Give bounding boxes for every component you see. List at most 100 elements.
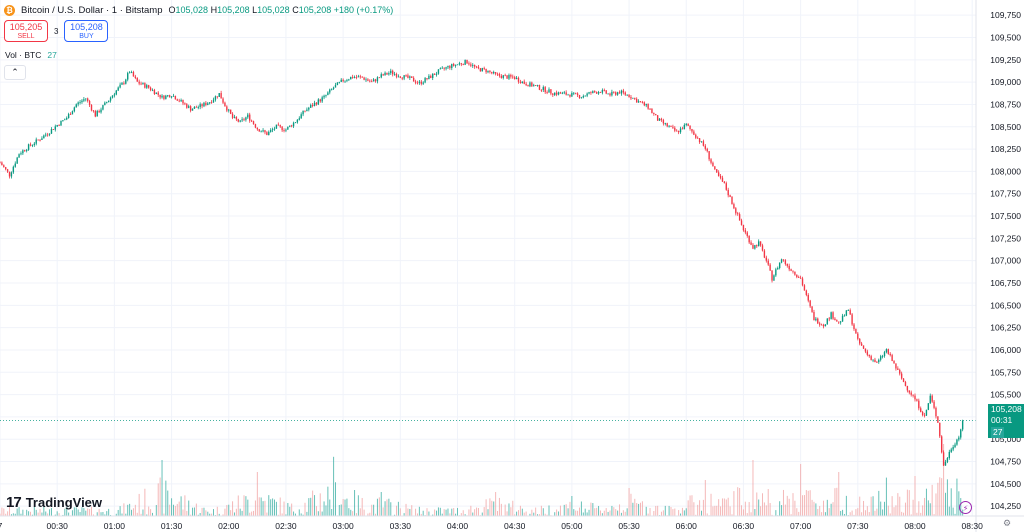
volume-bar	[256, 472, 258, 516]
candle-body	[161, 95, 163, 98]
volume-bar	[298, 509, 300, 516]
candle-body	[27, 144, 30, 150]
volume-bar	[315, 506, 317, 516]
candle-body	[502, 75, 504, 78]
buy-button[interactable]: 105,208 BUY	[64, 20, 109, 42]
candle-body	[738, 214, 741, 221]
volume-bar	[762, 493, 763, 516]
symbol-legend[interactable]: ₿ Bitcoin / U.S. Dollar · 1 · Bitstamp O…	[4, 3, 393, 17]
candle-body	[468, 63, 470, 65]
candle-body	[361, 76, 363, 78]
volume-bar	[500, 503, 502, 516]
volume-bar	[924, 497, 926, 516]
volume-bar	[632, 502, 634, 516]
candle-body	[883, 352, 886, 357]
candle-body	[24, 150, 26, 152]
candle-body	[948, 451, 951, 458]
candle-body	[189, 106, 192, 111]
candle-body	[353, 77, 356, 78]
candle-body	[590, 92, 592, 94]
volume-bar	[331, 509, 333, 516]
candle-body	[121, 82, 123, 85]
candle-body	[559, 92, 562, 94]
volume-bar	[689, 495, 691, 516]
sell-button[interactable]: 105,205 SELL	[4, 20, 48, 42]
lightning-icon[interactable]: ⚡	[959, 501, 972, 514]
candle-body	[367, 79, 369, 81]
candle-body	[212, 99, 215, 103]
candle-body	[866, 351, 869, 355]
volume-bar	[868, 512, 870, 516]
y-tick-label: 106,000	[990, 345, 1021, 355]
candle-body	[359, 76, 361, 78]
tradingview-logo[interactable]: 17 TradingView	[6, 494, 102, 511]
volume-bar	[910, 514, 912, 516]
volume-bar	[83, 508, 85, 516]
volume-bar	[904, 502, 906, 516]
volume-bar	[563, 504, 565, 516]
collapse-legend-button[interactable]: ⌃	[4, 65, 26, 80]
candle-body	[170, 96, 173, 98]
candle-body	[601, 89, 604, 93]
candle-body	[58, 125, 60, 126]
candle-body	[860, 343, 863, 346]
volume-bar	[645, 506, 647, 516]
candle-body	[228, 109, 230, 111]
candle-body	[254, 124, 257, 128]
volume-bar	[514, 514, 516, 516]
gear-icon[interactable]: ⚙	[1003, 518, 1012, 528]
candle-body	[897, 368, 899, 370]
candle-body	[895, 363, 897, 369]
symbol-title[interactable]: Bitcoin / U.S. Dollar · 1 · Bitstamp	[21, 4, 163, 16]
volume-bar	[634, 498, 636, 516]
candle-body	[441, 67, 443, 69]
candle-body	[346, 80, 348, 81]
volume-bar	[161, 460, 163, 516]
x-tick-label: 08:00	[904, 521, 926, 531]
volume-bar	[443, 509, 445, 516]
volume-bar	[233, 512, 235, 516]
volume-bar	[908, 490, 910, 516]
volume-bar	[647, 513, 649, 516]
volume-bar	[104, 514, 106, 516]
volume-bar	[950, 488, 952, 516]
x-tick-label: 04:00	[447, 521, 469, 531]
candle-body	[723, 181, 726, 184]
candle-body	[411, 76, 413, 78]
candle-body	[733, 204, 735, 209]
candle-body	[523, 81, 525, 84]
candle-body	[704, 145, 707, 149]
candle-body	[176, 99, 178, 101]
candle-body	[262, 130, 264, 132]
volume-bar	[920, 512, 922, 516]
volume-bar	[788, 498, 790, 516]
candle-body	[548, 89, 550, 93]
candle-body	[258, 129, 260, 132]
volume-bar	[601, 513, 603, 516]
candle-body	[838, 321, 840, 323]
volume-bar	[834, 488, 836, 516]
candle-body	[531, 82, 533, 87]
volume-bar	[247, 499, 249, 516]
candle-body	[472, 64, 474, 66]
x-tick-label: 03:00	[332, 521, 354, 531]
candle-body	[727, 189, 729, 196]
volume-bar	[525, 511, 527, 516]
volume-bar	[565, 504, 567, 516]
volume-bar	[455, 513, 457, 516]
candle-body	[635, 98, 638, 103]
candle-body	[477, 66, 480, 69]
volume-bar	[880, 501, 882, 516]
candle-body	[201, 104, 203, 107]
volume-bar	[685, 508, 687, 516]
candle-body	[574, 92, 577, 94]
volume-legend[interactable]: Vol · BTC 27	[5, 50, 57, 60]
volume-bar	[49, 509, 51, 516]
candle-body	[268, 131, 270, 136]
volume-bar	[152, 512, 153, 516]
candle-body	[163, 95, 165, 99]
candle-body	[473, 64, 476, 67]
candle-body	[710, 159, 712, 163]
volume-bar	[901, 511, 903, 516]
